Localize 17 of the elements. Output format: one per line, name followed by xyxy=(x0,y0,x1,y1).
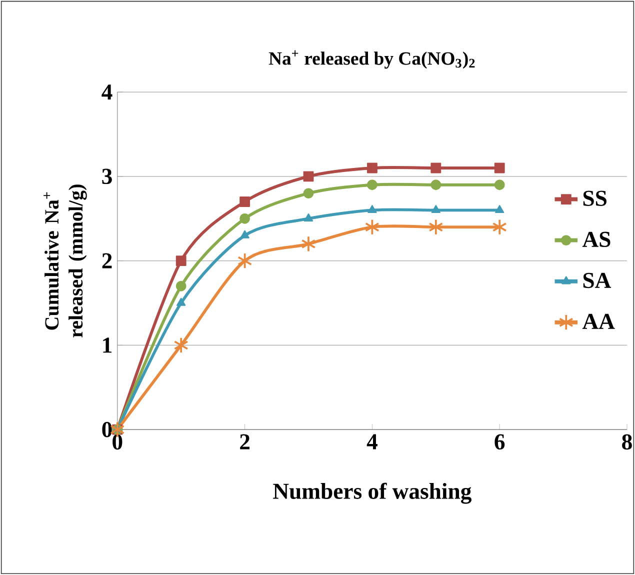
y-tick-label: 3 xyxy=(102,168,112,184)
y-tick-label: 4 xyxy=(102,84,112,100)
x-tick-label: 6 xyxy=(494,434,505,450)
legend-label: SA xyxy=(583,272,612,288)
x-tick-label: 2 xyxy=(240,434,250,450)
x-tick-label: 4 xyxy=(366,434,378,450)
chart-title: Na$^{+}$ released by Ca(NO$_{3}$)$_{2}$ xyxy=(268,50,475,69)
y-tick-label: 2 xyxy=(102,253,112,268)
legend-label: AS xyxy=(582,232,610,248)
x-tick-label: 8 xyxy=(622,434,632,450)
legend-label: SS xyxy=(583,190,606,206)
text: Cumulative Na$^{+}$ released (mmol/g) xyxy=(44,184,87,338)
legend-label: AA xyxy=(582,314,615,329)
y-tick-label: 0 xyxy=(102,422,112,438)
x-axis-title: Numbers of washing xyxy=(273,482,472,504)
y-tick-label: 1 xyxy=(103,338,112,353)
x-tick-label: 0 xyxy=(112,434,122,450)
